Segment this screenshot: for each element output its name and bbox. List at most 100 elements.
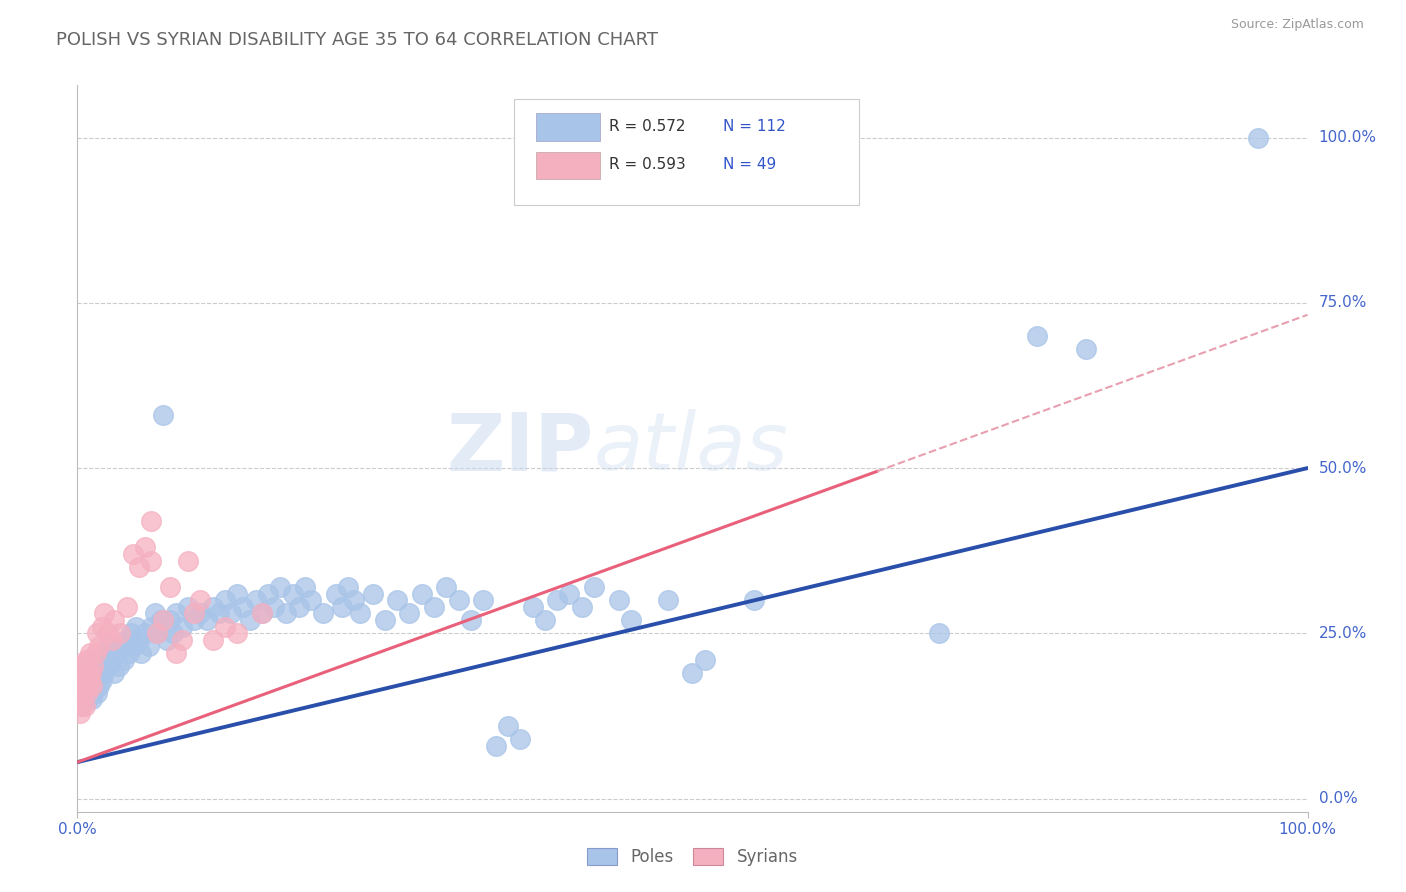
Text: 100.0%: 100.0% <box>1319 130 1376 145</box>
Point <box>1076 342 1098 356</box>
Text: POLISH VS SYRIAN DISABILITY AGE 35 TO 64 CORRELATION CHART: POLISH VS SYRIAN DISABILITY AGE 35 TO 64… <box>56 31 658 49</box>
Text: atlas: atlas <box>595 409 789 487</box>
Point <box>69 665 91 680</box>
Point <box>411 587 433 601</box>
Point <box>76 679 98 693</box>
Point <box>374 613 396 627</box>
Point <box>1026 329 1049 343</box>
Text: 75.0%: 75.0% <box>1319 295 1367 310</box>
Point <box>177 553 200 567</box>
Point <box>76 665 98 680</box>
Point <box>219 607 242 621</box>
Point <box>70 686 93 700</box>
Point <box>70 698 93 713</box>
Point <box>183 607 205 621</box>
Point <box>546 593 568 607</box>
Point <box>141 620 163 634</box>
Point <box>86 626 108 640</box>
Point <box>239 613 262 627</box>
Point <box>195 613 218 627</box>
Point <box>134 626 156 640</box>
Point <box>111 640 132 654</box>
Point <box>170 632 193 647</box>
Point <box>89 679 111 693</box>
Point <box>129 646 153 660</box>
Point <box>460 613 482 627</box>
Point <box>75 673 97 687</box>
Point <box>325 587 347 601</box>
Point <box>101 632 124 647</box>
Point <box>141 514 163 528</box>
Point <box>343 593 366 607</box>
Point <box>447 593 470 607</box>
Text: Source: ZipAtlas.com: Source: ZipAtlas.com <box>1230 18 1364 31</box>
Text: 25.0%: 25.0% <box>1319 626 1367 640</box>
Point <box>76 665 98 680</box>
Point <box>86 686 108 700</box>
Point <box>84 673 107 687</box>
Point <box>742 593 765 607</box>
Text: 0.0%: 0.0% <box>1319 791 1357 806</box>
Point <box>72 665 94 680</box>
Point <box>294 580 316 594</box>
Point <box>82 673 104 687</box>
Point <box>70 698 93 713</box>
Point <box>141 553 163 567</box>
Point <box>361 587 384 601</box>
Point <box>214 620 236 634</box>
Point <box>152 408 174 422</box>
Point <box>89 640 111 654</box>
Point <box>90 659 112 673</box>
Point <box>79 646 101 660</box>
Point <box>269 580 291 594</box>
Point <box>250 607 273 621</box>
Point <box>312 607 335 621</box>
Point <box>288 599 311 614</box>
Point <box>263 599 285 614</box>
Point <box>143 607 166 621</box>
Point <box>72 686 94 700</box>
Point <box>77 653 100 667</box>
Text: 50.0%: 50.0% <box>1319 460 1367 475</box>
Point <box>77 692 100 706</box>
Point <box>152 613 174 627</box>
Point <box>188 593 212 607</box>
Point <box>349 607 371 621</box>
Point <box>121 626 143 640</box>
Point <box>87 665 110 680</box>
Text: N = 112: N = 112 <box>723 119 786 134</box>
Point <box>276 607 298 621</box>
Point <box>112 653 135 667</box>
Point <box>693 653 716 667</box>
Point <box>201 632 224 647</box>
Point <box>534 613 557 627</box>
Point <box>73 679 96 693</box>
Point <box>337 580 360 594</box>
Point <box>138 640 160 654</box>
Text: N = 49: N = 49 <box>723 157 776 172</box>
Point <box>122 640 145 654</box>
Point <box>146 626 169 640</box>
Point <box>436 580 458 594</box>
Point <box>159 580 181 594</box>
Point <box>156 632 179 647</box>
Point <box>183 613 205 627</box>
Point <box>170 620 193 634</box>
Point <box>94 646 117 660</box>
Point <box>657 593 679 607</box>
Point <box>93 665 115 680</box>
Point <box>77 673 100 687</box>
Point <box>75 659 97 673</box>
Point <box>620 613 643 627</box>
Point <box>257 587 280 601</box>
Point <box>80 665 103 680</box>
Text: R = 0.572: R = 0.572 <box>609 119 685 134</box>
Point <box>76 686 98 700</box>
Point <box>214 593 236 607</box>
Point <box>232 599 254 614</box>
Point <box>177 599 200 614</box>
Point <box>281 587 304 601</box>
Point <box>97 659 120 673</box>
Point <box>82 659 104 673</box>
Point <box>69 679 91 693</box>
